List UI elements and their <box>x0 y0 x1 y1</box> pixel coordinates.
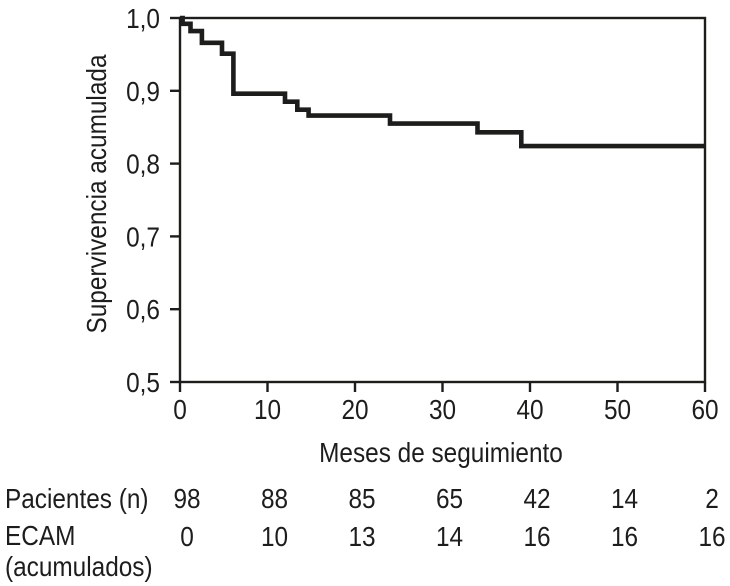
y-tick-label: 0,7 <box>126 221 160 252</box>
x-tick-label: 0 <box>173 394 187 425</box>
plot-frame <box>178 16 707 384</box>
x-tick-label: 40 <box>516 394 543 425</box>
risk-row-ecam-label: ECAM <box>5 520 75 551</box>
y-tick-label: 0,5 <box>126 367 160 398</box>
risk-table-value: 14 <box>436 521 463 552</box>
risk-row-ecam-label-line2: (acumulados) <box>5 551 153 582</box>
y-tick-label: 0,6 <box>126 294 160 325</box>
risk-table-value: 16 <box>698 521 725 552</box>
risk-table-value: 10 <box>261 521 288 552</box>
risk-table-value: 0 <box>180 521 194 552</box>
risk-table-value: 88 <box>261 483 288 514</box>
survival-step-curve <box>180 15 705 149</box>
x-tick-label: 10 <box>254 394 281 425</box>
risk-row-patients-label: Pacientes (n) <box>5 483 149 514</box>
y-tick-label: 1,0 <box>126 3 160 34</box>
risk-table-value: 65 <box>436 483 463 514</box>
y-tick-label: 0,8 <box>126 149 160 180</box>
risk-table-value: 13 <box>348 521 375 552</box>
risk-table-value: 85 <box>348 483 375 514</box>
risk-table-value: 16 <box>523 521 550 552</box>
risk-table-value: 2 <box>705 483 719 514</box>
risk-table-value: 16 <box>611 521 638 552</box>
x-tick-label: 20 <box>341 394 368 425</box>
risk-table-value: 14 <box>611 483 638 514</box>
x-tick-label: 30 <box>429 394 456 425</box>
risk-table-value: 42 <box>523 483 550 514</box>
x-tick-label: 50 <box>604 394 631 425</box>
x-tick-label: 60 <box>691 394 718 425</box>
x-axis-label: Meses de seguimiento <box>319 437 563 468</box>
y-axis-label: Supervivencia acumulada <box>81 54 112 333</box>
risk-table-value: 98 <box>173 483 200 514</box>
y-tick-label: 0,9 <box>126 76 160 107</box>
